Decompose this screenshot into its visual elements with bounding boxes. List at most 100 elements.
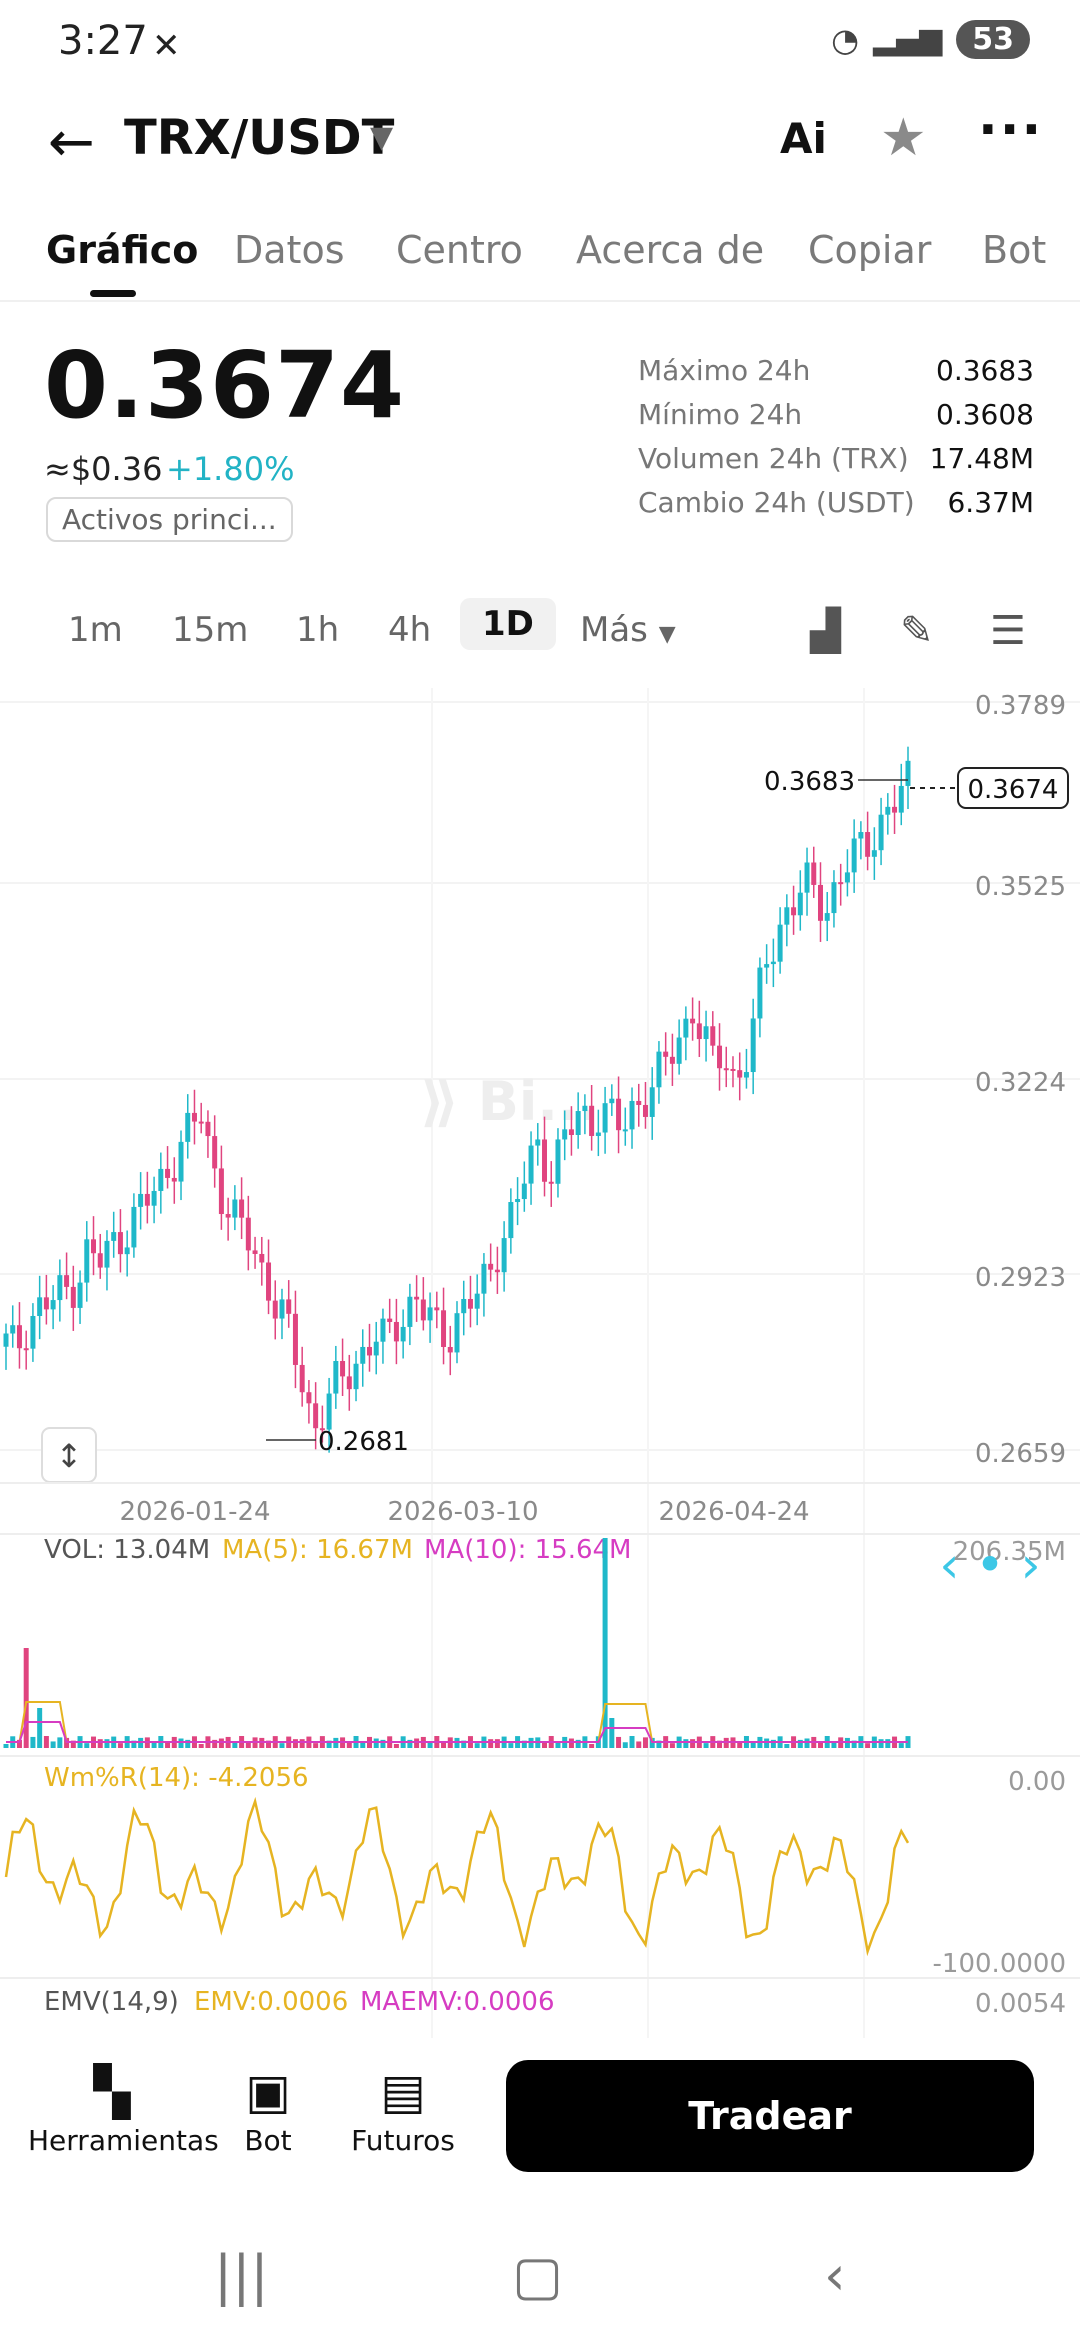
stat-row: Máximo 24h 0.3683 (638, 354, 1034, 398)
x-tick-label: 2026-01-24 (119, 1497, 270, 1527)
tab-copiar[interactable]: Copiar (808, 228, 932, 272)
indicator-settings-icon[interactable]: ☰ (990, 608, 1026, 654)
candle-body (414, 1296, 420, 1300)
volume-bar (817, 1742, 823, 1748)
volume-bar (185, 1739, 191, 1748)
volume-bar (198, 1743, 204, 1748)
candle-body (245, 1217, 251, 1251)
interval-more[interactable]: Más ▼ (580, 610, 676, 650)
volume-bar (57, 1737, 63, 1748)
candle-body (461, 1298, 467, 1314)
candle-body (898, 785, 904, 813)
candle-body (64, 1275, 70, 1287)
volume-bar (656, 1740, 662, 1748)
candle-body (420, 1299, 426, 1321)
futures-icon: ▤ (380, 2064, 426, 2120)
ai-button[interactable]: Ai (780, 114, 827, 163)
emv-title: EMV(14,9) (44, 1987, 179, 2017)
wr-label: Wm%R(14): -4.2056 (44, 1763, 309, 1793)
chart-type-icon[interactable]: ▟ (810, 608, 841, 654)
candle-body (212, 1136, 218, 1169)
volume-bar (165, 1742, 171, 1748)
tab-grafico[interactable]: Gráfico (46, 228, 199, 272)
dnd-icon: ✕ (152, 26, 181, 66)
pair-dropdown-icon[interactable]: ▼ (370, 120, 394, 155)
tab-datos[interactable]: Datos (234, 228, 345, 272)
candle-body (84, 1239, 90, 1283)
volume-bar (703, 1743, 709, 1748)
bot-button[interactable]: ▣ Bot (228, 2064, 308, 2157)
candle-body (488, 1263, 494, 1270)
volume-bar (104, 1739, 110, 1748)
candle-body (151, 1190, 157, 1206)
candle-body (50, 1300, 56, 1310)
last-price-label: 0.3674 (968, 775, 1059, 805)
candle-body (824, 913, 830, 921)
volume-bar (30, 1736, 36, 1748)
candle-body (239, 1199, 245, 1218)
volume-bar (313, 1743, 319, 1748)
candle-body (865, 832, 871, 857)
candle-body (104, 1240, 110, 1268)
signal-icon: ▂▄▆ (873, 22, 943, 57)
caret-down-icon: ▼ (658, 622, 676, 647)
stat-value: 17.48M (929, 442, 1034, 475)
candle-body (542, 1139, 548, 1182)
volume-bar (70, 1740, 76, 1748)
chart-area[interactable]: ⟫ Bi... 0.3789 0.3525 0.3224 0.2923 0.26… (0, 688, 1080, 2038)
volume-bar (602, 1538, 608, 1748)
candle-body (501, 1238, 507, 1273)
volume-bar (178, 1738, 184, 1748)
recent-apps-icon[interactable]: ||| (214, 2244, 269, 2307)
tab-centro[interactable]: Centro (396, 228, 523, 272)
volume-bar (393, 1743, 399, 1748)
candle-body (797, 892, 803, 916)
candle-body (43, 1297, 49, 1310)
candle-body (292, 1313, 298, 1365)
usd-price: ≈$0.36 (44, 450, 163, 488)
y-tick-label: 0.3525 (975, 872, 1066, 902)
volume-bar (380, 1739, 386, 1748)
back-arrow-icon[interactable]: ← (48, 110, 95, 175)
candle-body (380, 1318, 386, 1342)
volume-bar (575, 1739, 581, 1748)
volume-bar (690, 1739, 696, 1748)
draw-tool-icon[interactable]: ✎ (900, 608, 934, 654)
back-nav-icon[interactable]: ‹ (824, 2244, 846, 2307)
volume-bar (279, 1743, 285, 1748)
tools-button[interactable]: ▚ Herramientas (28, 2064, 219, 2157)
futures-button[interactable]: ▤ Futuros (348, 2064, 458, 2157)
interval-1h[interactable]: 1h (296, 610, 340, 650)
candle-body (717, 1045, 723, 1069)
candle-body (467, 1298, 473, 1309)
expand-arrows-icon[interactable]: ‹ • › (939, 1536, 1040, 1594)
trade-button[interactable]: Tradear (506, 2060, 1034, 2172)
wr-top-label: 0.00 (1008, 1767, 1066, 1797)
tab-bot[interactable]: Bot (982, 228, 1047, 272)
candle-body (568, 1129, 574, 1135)
asset-badge[interactable]: Activos princi... (46, 497, 293, 542)
candle-body (663, 1051, 669, 1057)
y-tick-label: 0.2923 (975, 1263, 1066, 1293)
stat-label: Mínimo 24h (638, 398, 803, 431)
status-icons: ◔ ▂▄▆ 53 (831, 20, 1030, 59)
candle-body (171, 1177, 177, 1182)
candle-body (878, 814, 884, 851)
favorite-star-icon[interactable]: ★ (880, 108, 927, 168)
candle-body (70, 1286, 76, 1308)
volume-bar (245, 1741, 251, 1748)
home-icon[interactable]: ▢ (512, 2244, 564, 2307)
interval-15m[interactable]: 15m (172, 610, 249, 650)
more-menu-icon[interactable]: ··· (978, 100, 1044, 160)
interval-1m[interactable]: 1m (68, 610, 123, 650)
tab-acerca-de[interactable]: Acerca de (576, 228, 765, 272)
volume-bar (804, 1738, 810, 1748)
pair-title[interactable]: TRX/USDT (124, 110, 395, 166)
candle-body (589, 1105, 595, 1136)
candle-body (97, 1253, 103, 1268)
candle-body (575, 1111, 581, 1135)
candle-body (23, 1348, 29, 1351)
vertical-arrows-icon: ↕ (56, 1437, 83, 1475)
interval-1d[interactable]: 1D (460, 598, 556, 650)
interval-4h[interactable]: 4h (388, 610, 432, 650)
